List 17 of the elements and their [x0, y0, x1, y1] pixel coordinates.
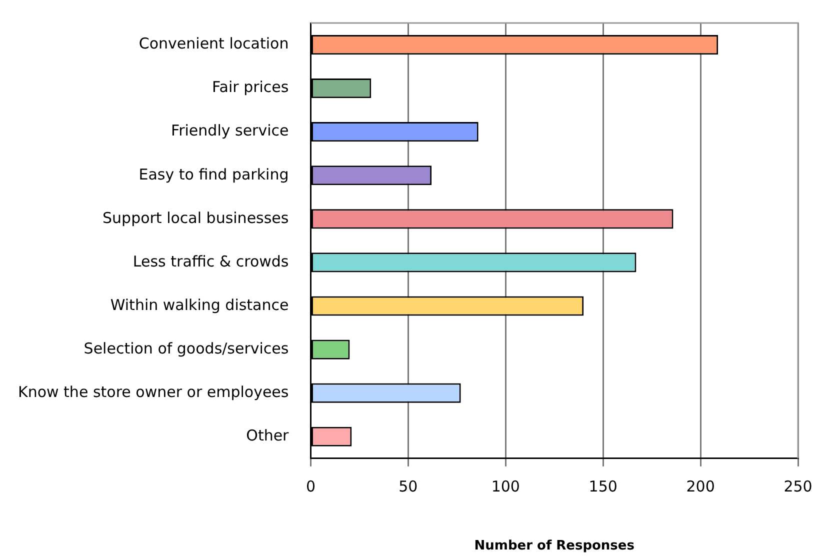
y-tick-label: Less traffic & crowds	[132, 252, 289, 270]
x-tick-label: 150	[588, 477, 618, 496]
y-tick-label: Other	[246, 426, 290, 445]
y-tick-label: Within walking distance	[110, 296, 289, 314]
y-tick-label: Support local businesses	[102, 208, 289, 227]
x-tick-label: 200	[686, 477, 715, 496]
y-tick-label: Convenient location	[138, 34, 289, 53]
y-tick-label: Selection of goods/services	[84, 339, 289, 358]
y-tick-label: Know the store owner or employees	[18, 382, 289, 401]
y-tick-label: Fair prices	[212, 78, 289, 96]
x-tick-label: 50	[398, 477, 418, 496]
y-tick-label: Easy to find parking	[138, 165, 289, 184]
x-tick-label: 250	[784, 477, 812, 496]
x-axis-title: Number of Responses	[474, 538, 635, 554]
y-tick-label: Friendly service	[171, 122, 289, 140]
x-tick-label: 100	[491, 477, 520, 496]
x-tick-label: 0	[306, 477, 316, 496]
